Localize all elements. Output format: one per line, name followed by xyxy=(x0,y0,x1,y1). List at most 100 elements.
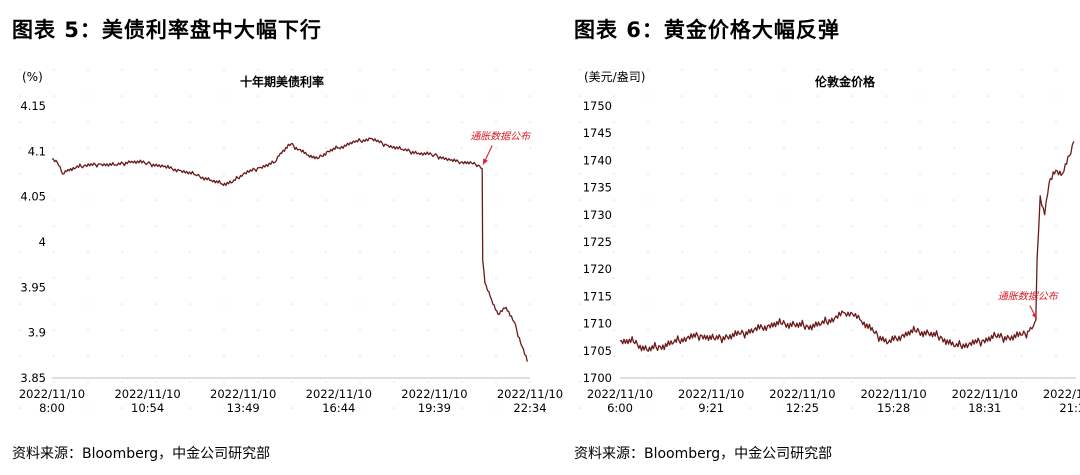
background-dot xyxy=(461,173,463,175)
background-dot xyxy=(53,381,55,383)
background-dot xyxy=(1021,69,1023,71)
background-dot xyxy=(1055,121,1057,123)
background-dot xyxy=(783,121,785,123)
background-dot xyxy=(257,225,259,227)
background-dot xyxy=(885,407,887,409)
background-dot xyxy=(953,95,955,97)
y-tick-label: 4.15 xyxy=(20,99,46,113)
background-dot xyxy=(19,355,21,357)
background-dot xyxy=(613,69,615,71)
background-dot xyxy=(715,173,717,175)
background-dot xyxy=(681,381,683,383)
background-dot xyxy=(121,407,123,409)
background-dot xyxy=(715,407,717,409)
background-dot xyxy=(851,199,853,201)
background-dot xyxy=(817,329,819,331)
background-dot xyxy=(647,199,649,201)
background-dot xyxy=(817,147,819,149)
background-dot xyxy=(19,199,21,201)
background-dot xyxy=(681,121,683,123)
background-dot xyxy=(783,199,785,201)
background-dot xyxy=(19,381,21,383)
background-dot xyxy=(155,251,157,253)
background-dot xyxy=(1021,407,1023,409)
background-dot xyxy=(1055,277,1057,279)
background-dot xyxy=(987,381,989,383)
background-dot xyxy=(325,69,327,71)
background-dot xyxy=(647,173,649,175)
background-dot xyxy=(953,381,955,383)
background-dot xyxy=(325,277,327,279)
background-dot xyxy=(783,225,785,227)
background-dot xyxy=(749,121,751,123)
background-dot xyxy=(749,147,751,149)
background-dot xyxy=(257,277,259,279)
background-dot xyxy=(987,147,989,149)
background-dot xyxy=(461,329,463,331)
background-dot xyxy=(1021,277,1023,279)
background-dot xyxy=(359,251,361,253)
background-dot xyxy=(87,381,89,383)
background-dot xyxy=(783,277,785,279)
background-dot xyxy=(885,173,887,175)
background-dot xyxy=(1055,225,1057,227)
background-dot xyxy=(87,69,89,71)
background-dot xyxy=(613,277,615,279)
background-dot xyxy=(529,69,531,71)
background-dot xyxy=(461,277,463,279)
background-dot xyxy=(495,199,497,201)
background-dot xyxy=(427,95,429,97)
x-tick-time: 15:28 xyxy=(877,401,910,415)
y-tick-label: 1740 xyxy=(583,153,612,167)
background-dot xyxy=(223,303,225,305)
background-dot xyxy=(1055,147,1057,149)
x-tick-date: 2022/11/10 xyxy=(401,387,467,401)
x-tick-time: 9:21 xyxy=(698,401,724,415)
background-dot xyxy=(613,355,615,357)
background-dot xyxy=(529,355,531,357)
background-dot xyxy=(715,69,717,71)
background-dot xyxy=(783,251,785,253)
background-dot-pattern xyxy=(19,69,531,409)
background-dot xyxy=(953,251,955,253)
background-dot xyxy=(495,147,497,149)
background-dot xyxy=(715,277,717,279)
background-dot xyxy=(647,69,649,71)
background-dot xyxy=(953,69,955,71)
background-dot xyxy=(393,407,395,409)
background-dot xyxy=(749,173,751,175)
background-dot xyxy=(647,95,649,97)
background-dot xyxy=(919,355,921,357)
background-dot xyxy=(87,251,89,253)
background-dot xyxy=(749,407,751,409)
background-dot xyxy=(223,173,225,175)
y-tick-label: 1720 xyxy=(583,262,612,276)
background-dot-pattern xyxy=(579,69,1057,409)
background-dot xyxy=(647,329,649,331)
background-dot xyxy=(325,407,327,409)
background-dot xyxy=(189,277,191,279)
background-dot xyxy=(223,147,225,149)
background-dot xyxy=(189,303,191,305)
figure-title: 图表 6：黄金价格大幅反弹 xyxy=(574,18,840,42)
x-tick-time: 19:39 xyxy=(418,401,451,415)
background-dot xyxy=(1055,329,1057,331)
background-dot xyxy=(817,199,819,201)
background-dot xyxy=(613,329,615,331)
background-dot xyxy=(155,121,157,123)
background-dot xyxy=(953,355,955,357)
background-dot xyxy=(155,355,157,357)
x-tick-date: 2022/11/10 xyxy=(1043,387,1080,401)
y-tick-label: 3.95 xyxy=(20,280,46,294)
background-dot xyxy=(851,355,853,357)
background-dot xyxy=(529,173,531,175)
background-dot xyxy=(681,147,683,149)
background-dot xyxy=(461,355,463,357)
background-dot xyxy=(155,381,157,383)
background-dot xyxy=(53,121,55,123)
background-dot xyxy=(53,407,55,409)
background-dot xyxy=(885,225,887,227)
background-dot xyxy=(579,329,581,331)
background-dot xyxy=(155,303,157,305)
background-dot xyxy=(359,121,361,123)
